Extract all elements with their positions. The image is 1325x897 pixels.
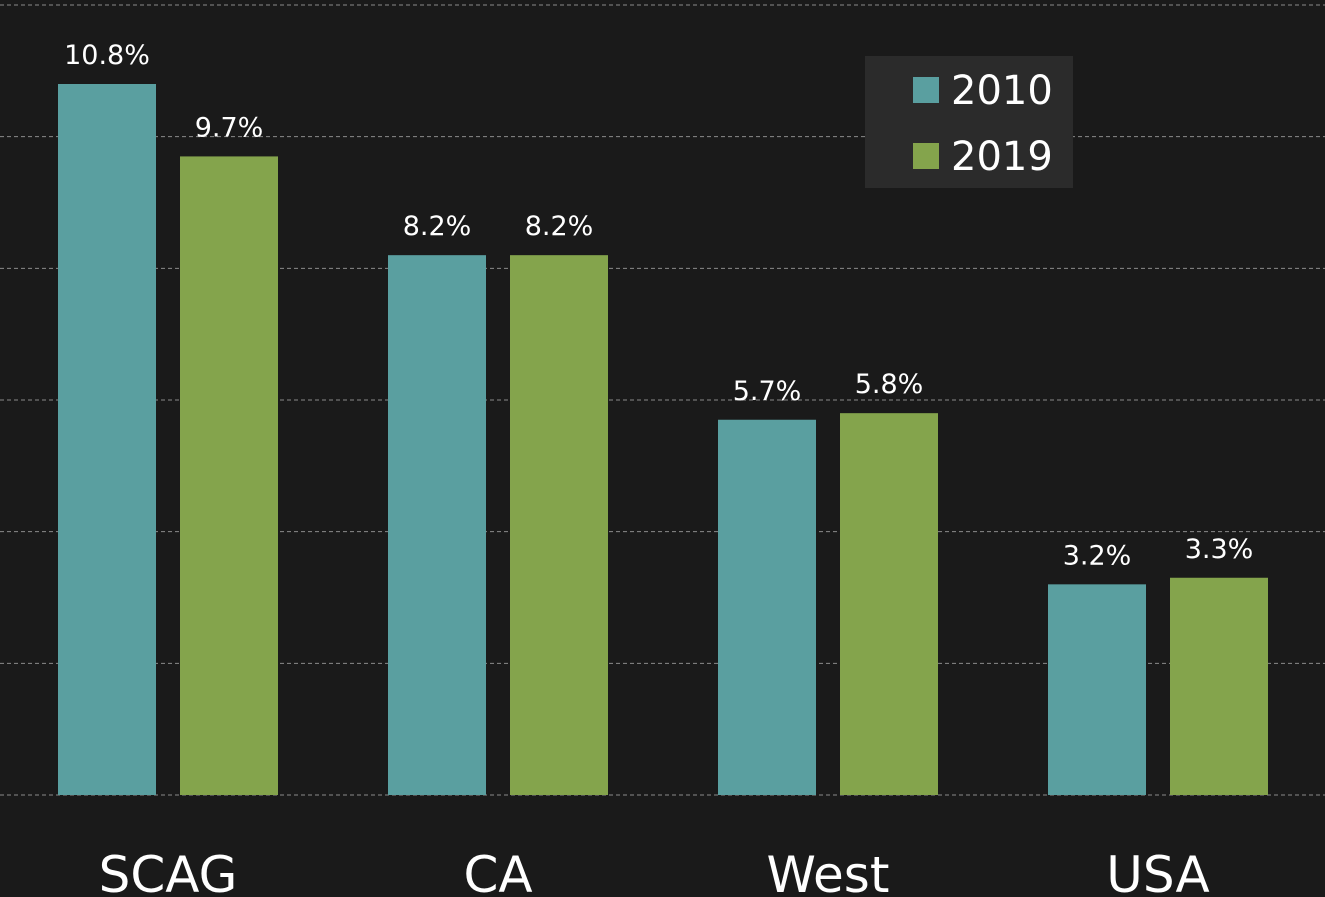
bar bbox=[180, 156, 278, 795]
legend-label: 2010 bbox=[951, 68, 1053, 114]
value-label: 3.3% bbox=[1185, 534, 1254, 565]
bar bbox=[58, 84, 156, 795]
bar bbox=[510, 255, 608, 795]
bar bbox=[388, 255, 486, 795]
legend-label: 2019 bbox=[951, 134, 1053, 180]
value-label: 10.8% bbox=[64, 40, 150, 71]
bar bbox=[718, 419, 816, 795]
x-tick-label: West bbox=[767, 846, 890, 897]
value-label: 5.7% bbox=[733, 376, 802, 407]
legend: 2010 2019 bbox=[865, 56, 1073, 188]
value-label: 9.7% bbox=[195, 112, 264, 143]
value-label: 8.2% bbox=[403, 211, 472, 242]
value-label: 3.2% bbox=[1063, 540, 1132, 571]
legend-swatch bbox=[913, 143, 939, 169]
x-tick-label: CA bbox=[463, 846, 532, 897]
x-tick-label: USA bbox=[1106, 846, 1209, 897]
legend-box bbox=[865, 56, 1073, 188]
legend-swatch bbox=[913, 77, 939, 103]
value-label: 8.2% bbox=[525, 211, 594, 242]
bar bbox=[1170, 577, 1268, 795]
bar bbox=[840, 413, 938, 795]
value-label: 5.8% bbox=[855, 369, 924, 400]
bar bbox=[1048, 584, 1146, 795]
x-tick-label: SCAG bbox=[99, 846, 238, 897]
